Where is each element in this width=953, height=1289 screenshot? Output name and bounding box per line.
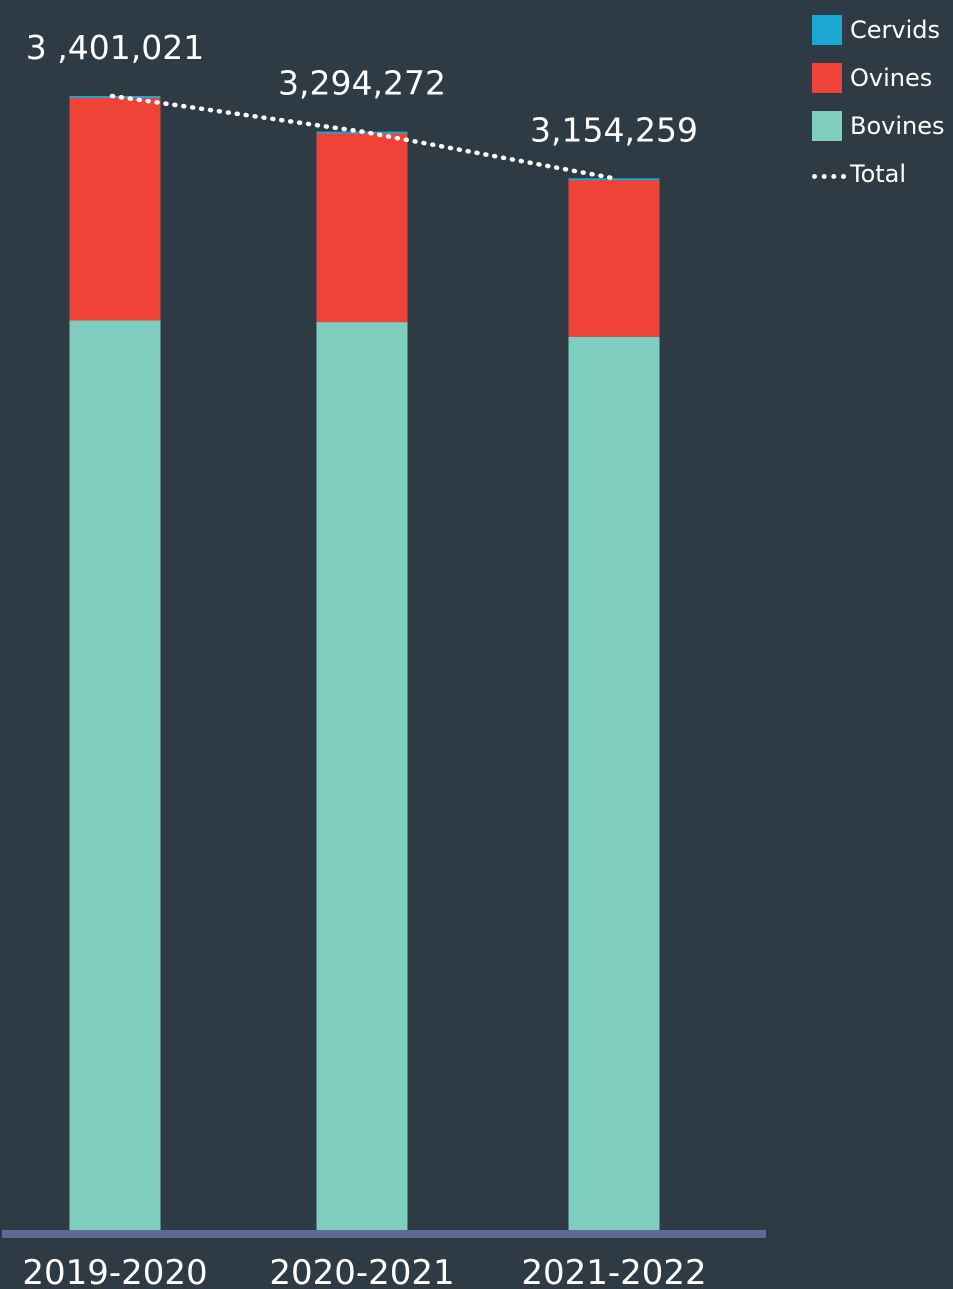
labels-layer: 2019-2020 3 ,401,021 2020-2021 3,294,272 202…: [22, 28, 706, 1289]
total-data-label: 3 ,401,021: [26, 28, 204, 67]
legend-dotted-line-total: [812, 173, 846, 179]
legend-swatch-cervids: [812, 15, 842, 45]
legend-item-bovines: Bovines: [812, 102, 953, 150]
x-tick-label: 2020-2021: [269, 1253, 454, 1289]
bar-ovines-2020-2021: [316, 132, 408, 323]
bar-ovines-2019-2020: [69, 97, 161, 321]
legend-label-total: Total: [850, 160, 907, 188]
bar-ovines-2021-2022: [568, 179, 660, 337]
x-tick-label: 2019-2020: [22, 1253, 207, 1289]
total-data-label: 3,294,272: [278, 64, 446, 103]
x-tick-label: 2021-2022: [521, 1253, 706, 1289]
total-trend-line: [109, 93, 617, 181]
bars-layer: [69, 96, 660, 1231]
legend-swatch-ovines: [812, 63, 842, 93]
legend-item-total: Total: [812, 150, 953, 198]
legend: Cervids Ovines Bovines Total: [812, 6, 953, 198]
legend-item-ovines: Ovines: [812, 54, 953, 102]
legend-label-cervids: Cervids: [850, 16, 940, 44]
bar-cervids-2021-2022: [568, 178, 660, 181]
bar-bovines-2019-2020: [69, 320, 161, 1230]
legend-label-bovines: Bovines: [850, 112, 945, 140]
bar-bovines-2021-2022: [568, 336, 660, 1231]
total-data-label: 3,154,259: [530, 110, 698, 149]
legend-label-ovines: Ovines: [850, 64, 933, 92]
legend-item-cervids: Cervids: [812, 6, 953, 54]
bar-bovines-2020-2021: [316, 322, 408, 1231]
legend-swatch-bovines: [812, 111, 842, 141]
